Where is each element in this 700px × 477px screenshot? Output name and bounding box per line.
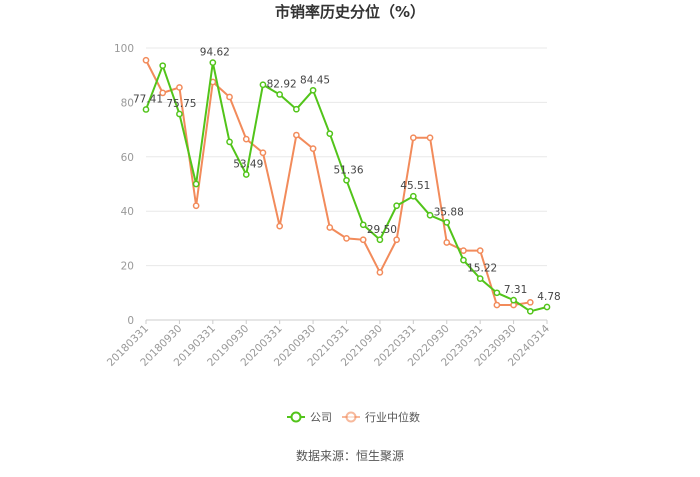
data-label: 75.75	[166, 98, 196, 110]
data-label: 45.51	[400, 180, 430, 192]
legend-swatch-marker	[290, 411, 302, 423]
series	[142, 56, 551, 315]
data-point	[192, 180, 200, 188]
data-label: 29.50	[367, 224, 397, 236]
data-point	[359, 221, 367, 229]
data-point	[376, 236, 384, 244]
data-point	[409, 192, 417, 200]
data-point	[393, 202, 400, 210]
data-point	[493, 289, 501, 297]
data-point	[309, 86, 317, 94]
data-point	[326, 130, 334, 138]
data-label: 15.22	[467, 263, 497, 275]
data-label: 84.45	[300, 74, 330, 86]
data-point	[543, 303, 551, 311]
data-point	[510, 296, 517, 304]
data-point	[209, 59, 217, 66]
data-point	[393, 236, 400, 244]
legend-item-1[interactable]: 行业中位数	[342, 410, 420, 424]
grid	[146, 47, 547, 321]
data-point	[293, 131, 300, 139]
data-point	[326, 224, 334, 231]
y-tick-label: 80	[121, 97, 134, 109]
data-label: 35.88	[434, 206, 464, 218]
y-tick-label: 40	[121, 206, 134, 218]
data-point	[259, 149, 267, 157]
data-point	[376, 269, 384, 276]
legend-label: 行业中位数	[365, 410, 420, 424]
data-label: 53.49	[233, 159, 263, 171]
y-tick-label: 100	[114, 43, 134, 55]
data-point	[142, 56, 150, 64]
data-point	[242, 171, 250, 178]
chart-source: 数据来源：恒生聚源	[296, 448, 404, 463]
data-point	[276, 91, 284, 98]
data-point	[176, 84, 183, 91]
y-tick-label: 20	[121, 261, 134, 273]
data-point	[226, 93, 233, 101]
data-point	[176, 110, 183, 118]
y-tick-label: 0	[127, 315, 134, 327]
data-label: 77.41	[133, 93, 163, 105]
data-point	[526, 298, 534, 306]
data-point	[409, 134, 417, 142]
data-point	[242, 135, 250, 143]
legend[interactable]: 公司 行业中位数	[287, 410, 420, 424]
y-tick-label: 60	[121, 152, 134, 164]
data-label: 7.31	[504, 284, 527, 296]
data-point	[460, 247, 467, 254]
chart-title: 市销率历史分位（%）	[275, 3, 425, 21]
data-point	[460, 256, 467, 264]
legend-label: 公司	[310, 411, 332, 424]
data-point	[159, 89, 167, 97]
legend-item-0[interactable]: 公司	[287, 411, 332, 424]
data-point	[259, 81, 267, 89]
data-point	[142, 106, 150, 113]
data-point	[493, 301, 501, 309]
data-point	[192, 202, 200, 210]
data-label: 94.62	[200, 47, 230, 59]
data-point	[276, 222, 284, 230]
data-point	[476, 247, 484, 254]
data-point	[343, 176, 350, 184]
data-point	[443, 239, 451, 246]
data-point	[426, 134, 434, 142]
data-point	[293, 105, 300, 113]
data-point	[476, 275, 484, 282]
data-point	[443, 219, 451, 226]
data-point	[309, 145, 317, 152]
data-point	[526, 307, 534, 315]
data-point	[426, 211, 434, 219]
data-point	[226, 138, 233, 146]
data-point	[359, 236, 367, 244]
data-point	[159, 62, 167, 70]
data-label: 51.36	[333, 164, 363, 176]
data-labels: 77.41 75.75 94.62 53.49 82.92 84.45 51.36 29.50…	[133, 47, 561, 303]
legend-swatch-marker	[345, 411, 357, 423]
data-label: 82.92	[267, 78, 297, 90]
data-label: 4.78	[537, 291, 560, 303]
data-point	[343, 235, 350, 242]
